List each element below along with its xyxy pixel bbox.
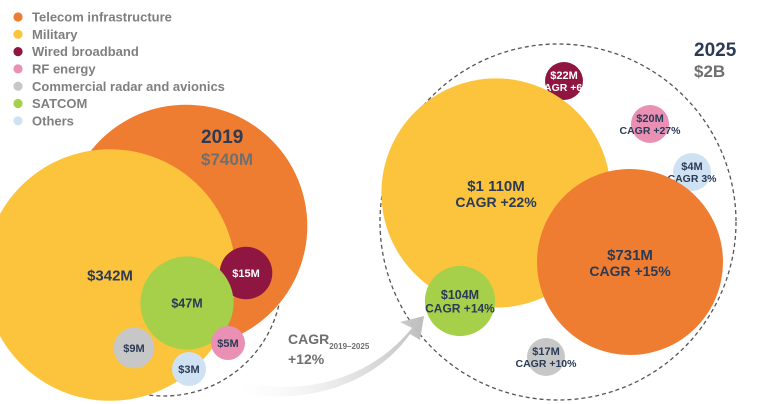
bubble-2019-rf-energy-value: $5M: [217, 338, 238, 350]
bubble-2025-rf-energy: [631, 105, 669, 143]
legend-label-wired-broadband: Wired broadband: [32, 44, 139, 59]
legend-marker-satcom: [13, 98, 23, 109]
bubble-2019-wired-broadband: [219, 246, 273, 300]
group-2025-outline: [379, 43, 737, 401]
bubble-2019-commercial-radar-and-avionics-value: $9M: [123, 343, 144, 355]
legend-marker-wired-broadband: [13, 47, 23, 57]
growth-arrow-icon: [238, 316, 424, 397]
bubble-2025-rf-energy-cagr: CAGR +27%: [620, 125, 682, 137]
bubble-2025-rf-energy-value: $20M: [636, 113, 664, 125]
bubble-2025-wired-broadband-cagr: CAGR +6%: [536, 82, 592, 94]
legend-marker-others: [13, 116, 23, 126]
legend-label-rf-energy: RF energy: [32, 62, 96, 77]
legend-marker-telecom-infrastructure: [13, 12, 23, 22]
bubble-2025-telecom-infrastructure: [537, 169, 723, 355]
bubble-2025-others-value: $4M: [681, 161, 702, 173]
bubble-2019-others-value: $3M: [178, 364, 199, 376]
legend-marker-military: [13, 29, 23, 39]
bubble-2025-military-value: $1 110M: [467, 178, 525, 195]
legend: Telecom infrastructure Military Wired broa…: [13, 10, 225, 128]
bubble-2019-rf-energy: [211, 326, 245, 360]
overall-cagr: CAGR2019–2025: [288, 331, 370, 351]
year-2025-title: 2025: [694, 40, 737, 61]
bubble-2025-satcom-cagr: CAGR +14%: [425, 302, 495, 316]
bubble-2025-commercial-radar-and-avionics: [527, 338, 565, 376]
bubble-2019-commercial-radar-and-avionics: [113, 327, 155, 369]
legend-marker-commercial-radar-and-avionics: [13, 81, 23, 91]
bubble-2025-wired-broadband-value: $22M: [550, 70, 578, 82]
bubble-2019-wired-broadband-value: $15M: [232, 268, 260, 280]
bubble-2025-satcom-value: $104M: [441, 288, 479, 302]
bubble-2019-satcom-value: $47M: [171, 296, 202, 310]
overall-cagr-label: CAGR: [288, 331, 329, 347]
bubble-2025-commercial-radar-and-avionics-cagr: CAGR +10%: [516, 358, 578, 370]
bubble-2025-satcom: [424, 265, 496, 337]
bubble-2019-satcom: [140, 256, 234, 350]
year-2019-title: 2019: [201, 127, 243, 148]
year-2019-total: $740M: [201, 150, 253, 169]
bubble-2019-others: [172, 352, 206, 386]
overall-cagr-value: +12%: [288, 351, 325, 367]
legend-label-others: Others: [32, 113, 74, 128]
year-2025-total: $2B: [694, 62, 725, 81]
bubble-2025-others: [673, 153, 711, 191]
legend-label-satcom: SATCOM: [32, 96, 87, 111]
legend-label-telecom-infrastructure: Telecom infrastructure: [32, 10, 172, 25]
bubble-2025-commercial-radar-and-avionics-value: $17M: [532, 346, 560, 358]
bubble-2025-wired-broadband: [545, 62, 583, 100]
bubble-2025-military-cagr: CAGR +22%: [455, 194, 537, 210]
overall-cagr-period: 2019–2025: [329, 342, 370, 351]
bubble-2019-military-value: $342M: [87, 267, 133, 284]
bubble-2025-telecom-infrastructure-cagr: CAGR +15%: [589, 263, 671, 279]
legend-marker-rf-energy: [13, 64, 23, 74]
legend-label-commercial-radar-and-avionics: Commercial radar and avionics: [32, 79, 225, 94]
bubble-2025-telecom-infrastructure-value: $731M: [607, 247, 653, 264]
bubble-2025-others-cagr: CAGR 3%: [667, 173, 717, 185]
legend-label-military: Military: [32, 27, 78, 42]
